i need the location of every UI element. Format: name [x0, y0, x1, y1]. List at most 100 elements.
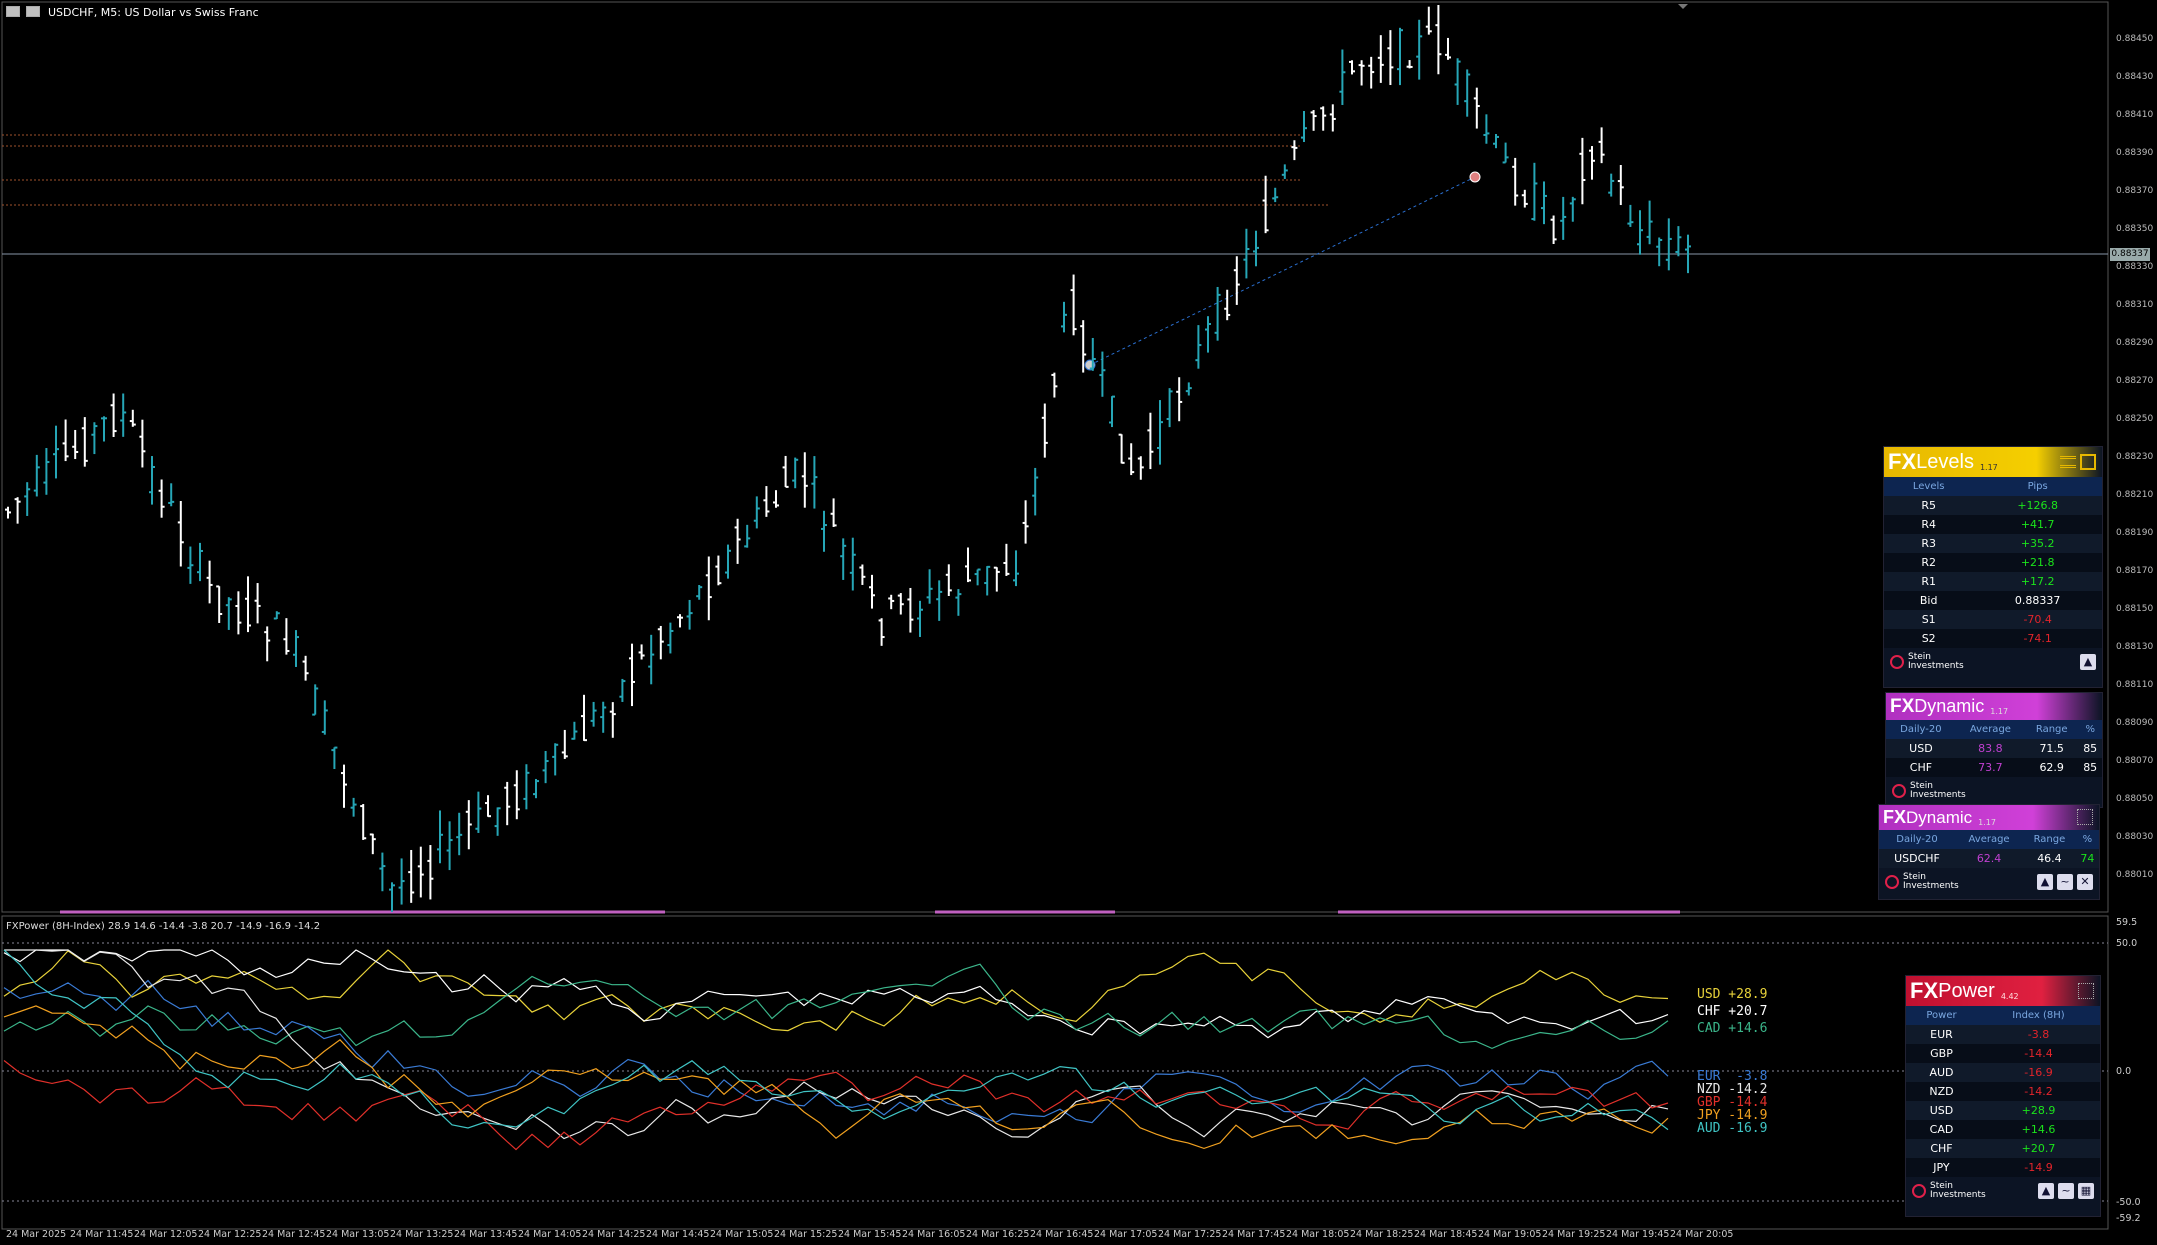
currency-legend-item: AUD -16.9	[1697, 1121, 1768, 1136]
table-row: AUD -16.9	[1906, 1063, 2100, 1082]
power-lines	[3, 949, 1669, 1151]
time-tick-label: 24 Mar 13:05	[326, 1229, 390, 1240]
price-tick-label: 0.88250	[2116, 414, 2154, 424]
chf-strength-line	[3, 949, 1669, 1039]
alert-bell-icon[interactable]: ▲	[2080, 654, 2096, 670]
table-header: Pips	[1973, 477, 2102, 496]
table-header: Daily-20	[1879, 830, 1955, 849]
shift-marker-icon[interactable]	[1678, 4, 1688, 9]
fx-power-table: Power Index (8H) EUR -3.8 GBP -14.4 AUD -16.9 NZ…	[1906, 1006, 2100, 1177]
grid-view-icon[interactable]: ▦	[2078, 1183, 2094, 1199]
time-tick-label: 24 Mar 11:45	[70, 1229, 134, 1240]
table-row: CHF +20.7	[1906, 1139, 2100, 1158]
row-value: +17.2	[1973, 572, 2102, 591]
row-label: R3	[1884, 534, 1974, 553]
time-tick-label: 24 Mar 15:45	[838, 1229, 902, 1240]
currency-legend-item: CAD +14.6	[1697, 1021, 1768, 1036]
chart-line-icon[interactable]: ~	[2058, 1183, 2074, 1199]
row-label: CHF	[1906, 1139, 1977, 1158]
fx-dynamic-header-1: FX Dynamic 1.17	[1886, 693, 2102, 720]
brand-label: FX	[1883, 807, 1907, 827]
grid-icon[interactable]	[2077, 809, 2093, 825]
minimize-icon[interactable]	[2080, 454, 2096, 470]
version-label: 1.17	[1978, 818, 1996, 827]
table-row: CHF 73.7 62.9 85	[1886, 758, 2102, 777]
time-tick-label: 24 Mar 17:25	[1158, 1229, 1222, 1240]
time-tick-label: 24 Mar 15:25	[774, 1229, 838, 1240]
row-label: S2	[1884, 629, 1974, 648]
subwindow-tick-label: 59.5	[2116, 917, 2138, 928]
table-header: Range	[2025, 720, 2079, 739]
fx-levels-table: Levels Pips R5 +126.8 R4 +41.7 R3 +35.2 R2 +21.8 R…	[1884, 477, 2102, 648]
window-icons	[6, 6, 40, 17]
row-label: AUD	[1906, 1063, 1977, 1082]
fx-dynamic-footer-1: Stein Investments	[1886, 777, 2102, 805]
time-tick-label: 24 Mar 16:45	[1030, 1229, 1094, 1240]
alert-bell-icon[interactable]: ▲	[2037, 874, 2053, 890]
table-cell: 83.8	[1955, 739, 2025, 758]
table-cell: 62.4	[1954, 849, 2024, 868]
fx-dynamic-table-1: Daily-20 Average Range% USD 83.8 71.5 85 CHF 73.…	[1886, 720, 2102, 777]
table-cell: CHF	[1886, 758, 1956, 777]
row-value: -16.9	[1976, 1063, 2100, 1082]
table-header: Average	[1955, 720, 2025, 739]
fx-dynamic-footer-2: Stein Investments ▲ ~ ✕	[1879, 868, 2099, 896]
legend-bottom: EUR -3.8 NZD -14.2 GBP -14.4 JPY -14.9 AUD -…	[1697, 1070, 1767, 1135]
fx-levels-panel[interactable]: FX Levels 1.17 Levels Pips R5 +126.8 R4 +41.7…	[1883, 446, 2103, 688]
current-price-label: 0.88337	[2110, 248, 2150, 261]
menu-icon[interactable]	[2060, 456, 2076, 468]
row-label: GBP	[1906, 1044, 1977, 1063]
table-row: R3 +35.2	[1884, 534, 2102, 553]
row-value: -74.1	[1973, 629, 2102, 648]
fx-dynamic-panel-2[interactable]: FX Dynamic 1.17 Daily-20 Average Range% USD…	[1878, 804, 2100, 900]
currency-legend-item: GBP -14.4	[1697, 1095, 1768, 1110]
settings-icon[interactable]: ✕	[2077, 874, 2093, 890]
table-row: GBP -14.4	[1906, 1044, 2100, 1063]
price-tick-label: 0.88010	[2116, 870, 2154, 880]
subwindow-tick-label: -50.0	[2116, 1197, 2141, 1208]
eur-strength-line	[3, 979, 1669, 1124]
stein-logo-icon	[1885, 875, 1899, 889]
price-tick-label: 0.88270	[2116, 376, 2154, 386]
stein-logo-text: Stein Investments	[1908, 652, 1964, 671]
table-row: JPY -14.9	[1906, 1158, 2100, 1177]
row-value: -70.4	[1973, 610, 2102, 629]
row-value: -14.4	[1976, 1044, 2100, 1063]
table-row: Bid 0.88337	[1884, 591, 2102, 610]
row-value: 0.88337	[1973, 591, 2102, 610]
price-tick-label: 0.88210	[2116, 490, 2154, 500]
subwindow-tick-label: 0.0	[2116, 1066, 2132, 1077]
chart-line-icon[interactable]: ~	[2057, 874, 2073, 890]
table-row: R1 +17.2	[1884, 572, 2102, 591]
table-header: Daily-20	[1886, 720, 1956, 739]
row-value: +14.6	[1976, 1120, 2100, 1139]
alert-bell-icon[interactable]: ▲	[2038, 1183, 2054, 1199]
fx-dynamic-table-2: Daily-20 Average Range% USDCHF 62.4 46.4 74	[1879, 830, 2099, 868]
table-cell: 71.5	[2025, 739, 2079, 758]
table-row: USDCHF 62.4 46.4 74	[1879, 849, 2099, 868]
price-tick-label: 0.88190	[2116, 528, 2154, 538]
subwindow-tick-label: 50.0	[2116, 938, 2138, 949]
table-row: NZD -14.2	[1906, 1082, 2100, 1101]
table-row: R5 +126.8	[1884, 496, 2102, 515]
fx-power-panel[interactable]: FX Power 4.42 Power Index (8H) EUR -3.8 GBP -…	[1905, 975, 2101, 1217]
fx-power-footer: Stein Investments ▲ ~ ▦	[1906, 1177, 2100, 1205]
price-tick-label: 0.88030	[2116, 832, 2154, 842]
time-tick-label: 24 Mar 18:45	[1414, 1229, 1478, 1240]
price-tick-label: 0.88350	[2116, 224, 2154, 234]
fx-dynamic-header-2: FX Dynamic 1.17	[1879, 805, 2099, 830]
currency-legend-item: USD +28.9	[1697, 987, 1768, 1002]
time-tick-label: 24 Mar 20:05	[1670, 1229, 1734, 1240]
stein-logo-text: Stein Investments	[1930, 1181, 1986, 1200]
version-label: 1.17	[1990, 707, 2009, 716]
grid-icon[interactable]	[2078, 983, 2094, 999]
fx-dynamic-panel-1[interactable]: FX Dynamic 1.17 Daily-20 Average Range% USD…	[1885, 692, 2103, 808]
panel-name: Dynamic	[1906, 807, 1973, 827]
table-row: EUR -3.8	[1906, 1025, 2100, 1044]
fx-power-header: FX Power 4.42	[1906, 976, 2100, 1006]
time-tick-label: 24 Mar 19:05	[1478, 1229, 1542, 1240]
table-header: Power	[1906, 1006, 1977, 1025]
brand-label: FX	[1888, 449, 1917, 474]
